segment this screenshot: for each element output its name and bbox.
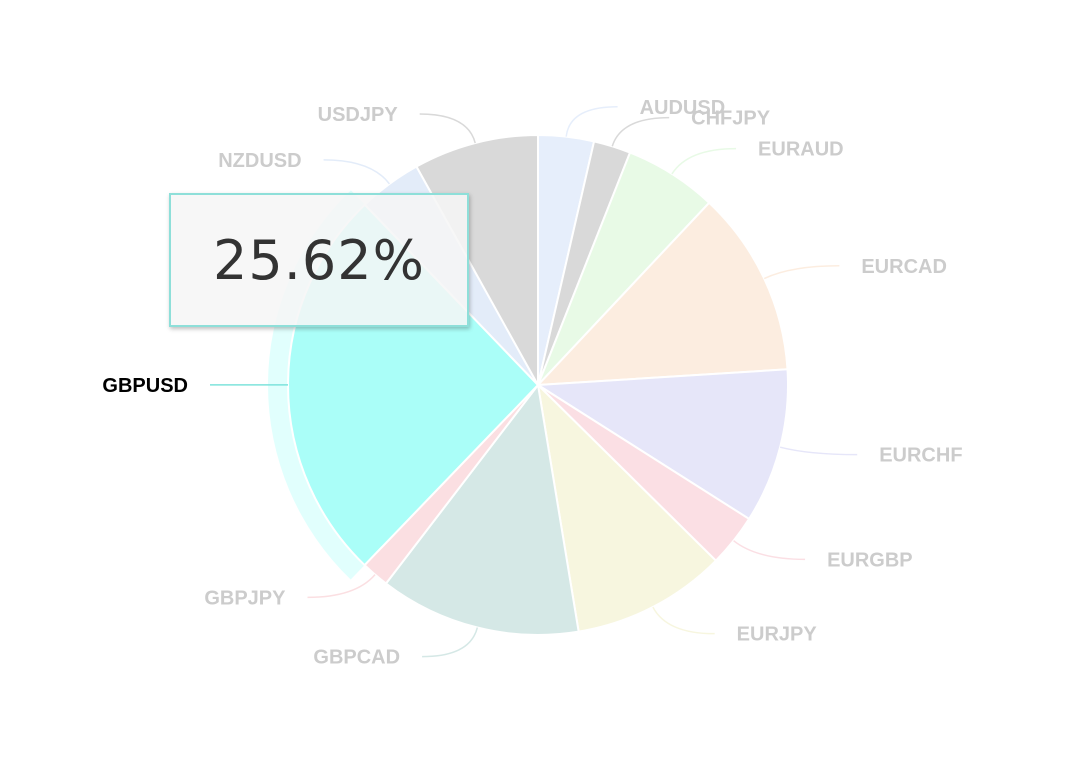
- slice-label-nzdusd: NZDUSD: [218, 150, 301, 172]
- slice-label-euraud: EURAUD: [758, 139, 844, 161]
- connector-eurjpy: [653, 607, 715, 634]
- connector-usdjpy: [420, 114, 476, 143]
- connector-audusd: [566, 107, 617, 137]
- slice-label-chfjpy: CHFJPY: [691, 108, 771, 130]
- slice-label-gbpjpy: GBPJPY: [204, 587, 286, 609]
- slice-label-gbpusd: GBPUSD: [102, 375, 188, 397]
- connector-gbpjpy: [307, 575, 375, 598]
- slice-label-eurcad: EURCAD: [861, 256, 947, 278]
- connector-gbpcad: [422, 628, 477, 657]
- connector-eurchf: [780, 447, 857, 454]
- connector-nzdusd: [324, 160, 390, 184]
- slice-label-eurchf: EURCHF: [879, 445, 962, 467]
- connector-eurcad: [764, 266, 839, 279]
- connector-chfjpy: [612, 118, 669, 147]
- slice-label-eurjpy: EURJPY: [737, 624, 818, 646]
- connector-eurgbp: [734, 541, 805, 560]
- slice-layer: [288, 135, 788, 635]
- slice-label-eurgbp: EURGBP: [827, 549, 913, 571]
- connector-euraud: [672, 149, 736, 174]
- slice-label-gbpcad: GBPCAD: [313, 647, 400, 669]
- slice-label-usdjpy: USDJPY: [318, 104, 399, 126]
